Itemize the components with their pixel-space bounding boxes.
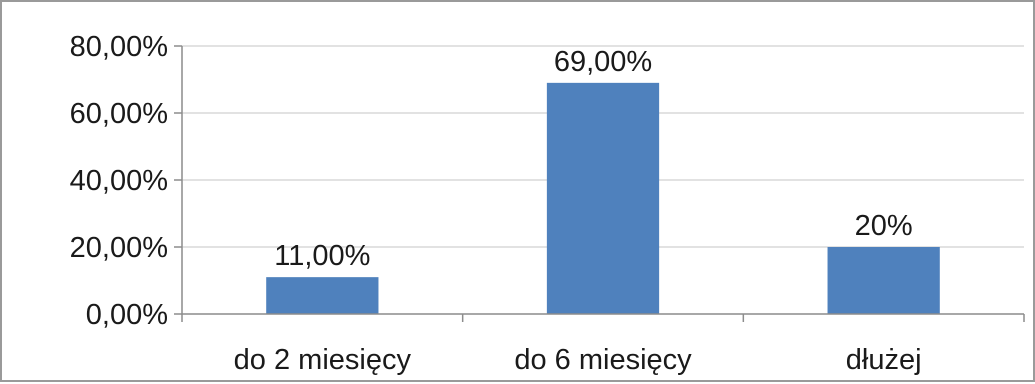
axes: [174, 45, 1025, 322]
y-tick-label-0: 0,00%: [86, 299, 168, 331]
x-tick-label-1: do 6 miesięcy: [514, 344, 692, 376]
bars: [266, 82, 940, 314]
x-tick-label-0: do 2 miesięcy: [234, 344, 412, 376]
labels: 0,00% 20,00% 40,00% 60,00% 80,00% 11,00% do 2 …: [70, 31, 922, 376]
y-tick-label-3: 60,00%: [70, 98, 168, 130]
data-label-2: 20%: [855, 210, 913, 242]
y-tick-label-4: 80,00%: [70, 31, 168, 63]
bar-2: [827, 247, 940, 314]
bar-1: [546, 82, 660, 314]
y-tick-label-2: 40,00%: [70, 165, 168, 197]
data-label-1: 69,00%: [554, 46, 652, 78]
y-tick-label-1: 20,00%: [70, 232, 168, 264]
bar-0: [266, 277, 379, 314]
data-label-0: 11,00%: [274, 240, 370, 272]
x-tick-label-2: dłużej: [846, 344, 922, 376]
